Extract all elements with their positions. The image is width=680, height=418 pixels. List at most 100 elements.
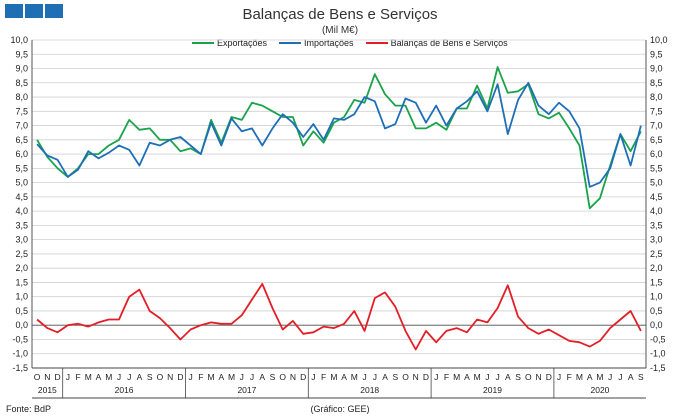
series-line-0 xyxy=(36,66,642,210)
legend-label: Exportações xyxy=(217,38,268,48)
y-tick-label-right: 0,0 xyxy=(650,320,663,330)
y-tick-label-left: 8,5 xyxy=(15,78,28,88)
y-tick-label-right: 4,0 xyxy=(650,206,663,216)
x-tick-label: D xyxy=(55,372,61,382)
y-tick-label-right: 10,0 xyxy=(650,35,668,45)
legend-swatch xyxy=(192,42,214,44)
year-label: 2018 xyxy=(360,385,379,395)
y-tick-label-left: 1,0 xyxy=(15,292,28,302)
y-tick-label-right: 9,5 xyxy=(650,49,663,59)
x-tick-label: J xyxy=(117,372,121,382)
y-tick-label-right: 6,5 xyxy=(650,135,663,145)
x-tick-label: A xyxy=(382,372,388,382)
y-tick-label-right: -0,5 xyxy=(650,334,666,344)
series-line-1 xyxy=(36,81,642,188)
y-tick-label-right: 1,0 xyxy=(650,292,663,302)
x-tick-label: J xyxy=(485,372,489,382)
x-tick-label: J xyxy=(362,372,366,382)
x-tick-label: M xyxy=(208,372,215,382)
y-tick-label-left: 0,0 xyxy=(15,320,28,330)
x-tick-label: O xyxy=(402,372,409,382)
x-tick-label: O xyxy=(279,372,286,382)
legend-item-balanca: Balanças de Bens e Serviços xyxy=(365,38,508,48)
y-tick-label-right: -1,5 xyxy=(650,363,666,373)
x-tick-label: M xyxy=(228,372,235,382)
y-tick-label-right: 2,5 xyxy=(650,249,663,259)
brand-logo xyxy=(5,4,63,18)
x-tick-label: S xyxy=(638,372,644,382)
year-label: 2016 xyxy=(115,385,134,395)
legend-swatch xyxy=(279,42,302,44)
x-tick-label: N xyxy=(413,372,419,382)
chart-subtitle: (Mil M€) xyxy=(321,25,359,36)
x-tick-label: M xyxy=(596,372,603,382)
y-tick-label-left: 6,0 xyxy=(15,149,28,159)
x-tick-label: F xyxy=(321,372,326,382)
x-tick-label: J xyxy=(66,372,70,382)
legend-swatch xyxy=(365,42,388,44)
y-tick-label-left: 0,5 xyxy=(15,306,28,316)
logo-block xyxy=(5,4,23,18)
year-label: 2017 xyxy=(237,385,256,395)
y-tick-label-right: 7,5 xyxy=(650,106,663,116)
x-tick-label: J xyxy=(557,372,561,382)
x-tick-label: A xyxy=(259,372,265,382)
x-tick-label: F xyxy=(198,372,203,382)
y-tick-label-left: 3,5 xyxy=(15,220,28,230)
y-tick-label-right: 0,5 xyxy=(650,306,663,316)
x-tick-label: M xyxy=(576,372,583,382)
y-tick-label-left: 9,0 xyxy=(15,64,28,74)
x-tick-label: N xyxy=(167,372,173,382)
chart-legend: Exportações Importações Balanças de Bens… xyxy=(192,38,508,48)
y-tick-label-left: 7,0 xyxy=(15,121,28,131)
y-tick-label-right: -1,0 xyxy=(650,349,666,359)
x-tick-label: D xyxy=(423,372,429,382)
y-tick-label-left: 6,5 xyxy=(15,135,28,145)
x-tick-label: S xyxy=(515,372,521,382)
y-tick-label-left: 2,0 xyxy=(15,263,28,273)
x-tick-label: N xyxy=(535,372,541,382)
x-tick-label: M xyxy=(453,372,460,382)
chart-title: Balanças de Bens e Serviços xyxy=(242,6,438,23)
y-tick-label-right: 8,5 xyxy=(650,78,663,88)
x-tick-label: J xyxy=(495,372,499,382)
y-tick-label-left: 9,5 xyxy=(15,49,28,59)
x-tick-label: S xyxy=(392,372,398,382)
x-tick-label: N xyxy=(44,372,50,382)
y-tick-label-left: 3,0 xyxy=(15,235,28,245)
year-label: 2015 xyxy=(38,385,57,395)
x-tick-label: N xyxy=(290,372,296,382)
y-tick-label-right: 1,5 xyxy=(650,277,663,287)
x-tick-label: D xyxy=(546,372,552,382)
y-tick-label-right: 4,5 xyxy=(650,192,663,202)
y-tick-label-left: -1,5 xyxy=(12,363,28,373)
x-tick-label: M xyxy=(105,372,112,382)
y-tick-label-left: 8,0 xyxy=(15,92,28,102)
x-tick-label: F xyxy=(75,372,80,382)
x-tick-label: A xyxy=(341,372,347,382)
x-tick-label: J xyxy=(250,372,254,382)
x-tick-label: M xyxy=(351,372,358,382)
x-tick-label: D xyxy=(300,372,306,382)
x-tick-label: A xyxy=(505,372,511,382)
y-tick-label-right: 7,0 xyxy=(650,121,663,131)
source-note: Fonte: BdP xyxy=(6,404,52,414)
x-tick-label: A xyxy=(464,372,470,382)
x-tick-label: A xyxy=(218,372,224,382)
y-tick-label-right: 8,0 xyxy=(650,92,663,102)
y-tick-label-right: 3,5 xyxy=(650,220,663,230)
logo-block xyxy=(45,4,63,18)
logo-block xyxy=(25,4,43,18)
legend-item-importacoes: Importações xyxy=(279,38,354,48)
x-tick-label: M xyxy=(474,372,481,382)
y-tick-label-right: 5,0 xyxy=(650,178,663,188)
x-tick-label: A xyxy=(137,372,143,382)
legend-label: Balanças de Bens e Serviços xyxy=(390,38,508,48)
y-tick-label-left: 2,5 xyxy=(15,249,28,259)
year-label: 2020 xyxy=(590,385,609,395)
y-tick-label-left: -0,5 xyxy=(12,334,28,344)
y-tick-label-right: 5,5 xyxy=(650,163,663,173)
chart-credit: (Gráfico: GEE) xyxy=(310,404,370,414)
y-tick-label-left: 5,0 xyxy=(15,178,28,188)
